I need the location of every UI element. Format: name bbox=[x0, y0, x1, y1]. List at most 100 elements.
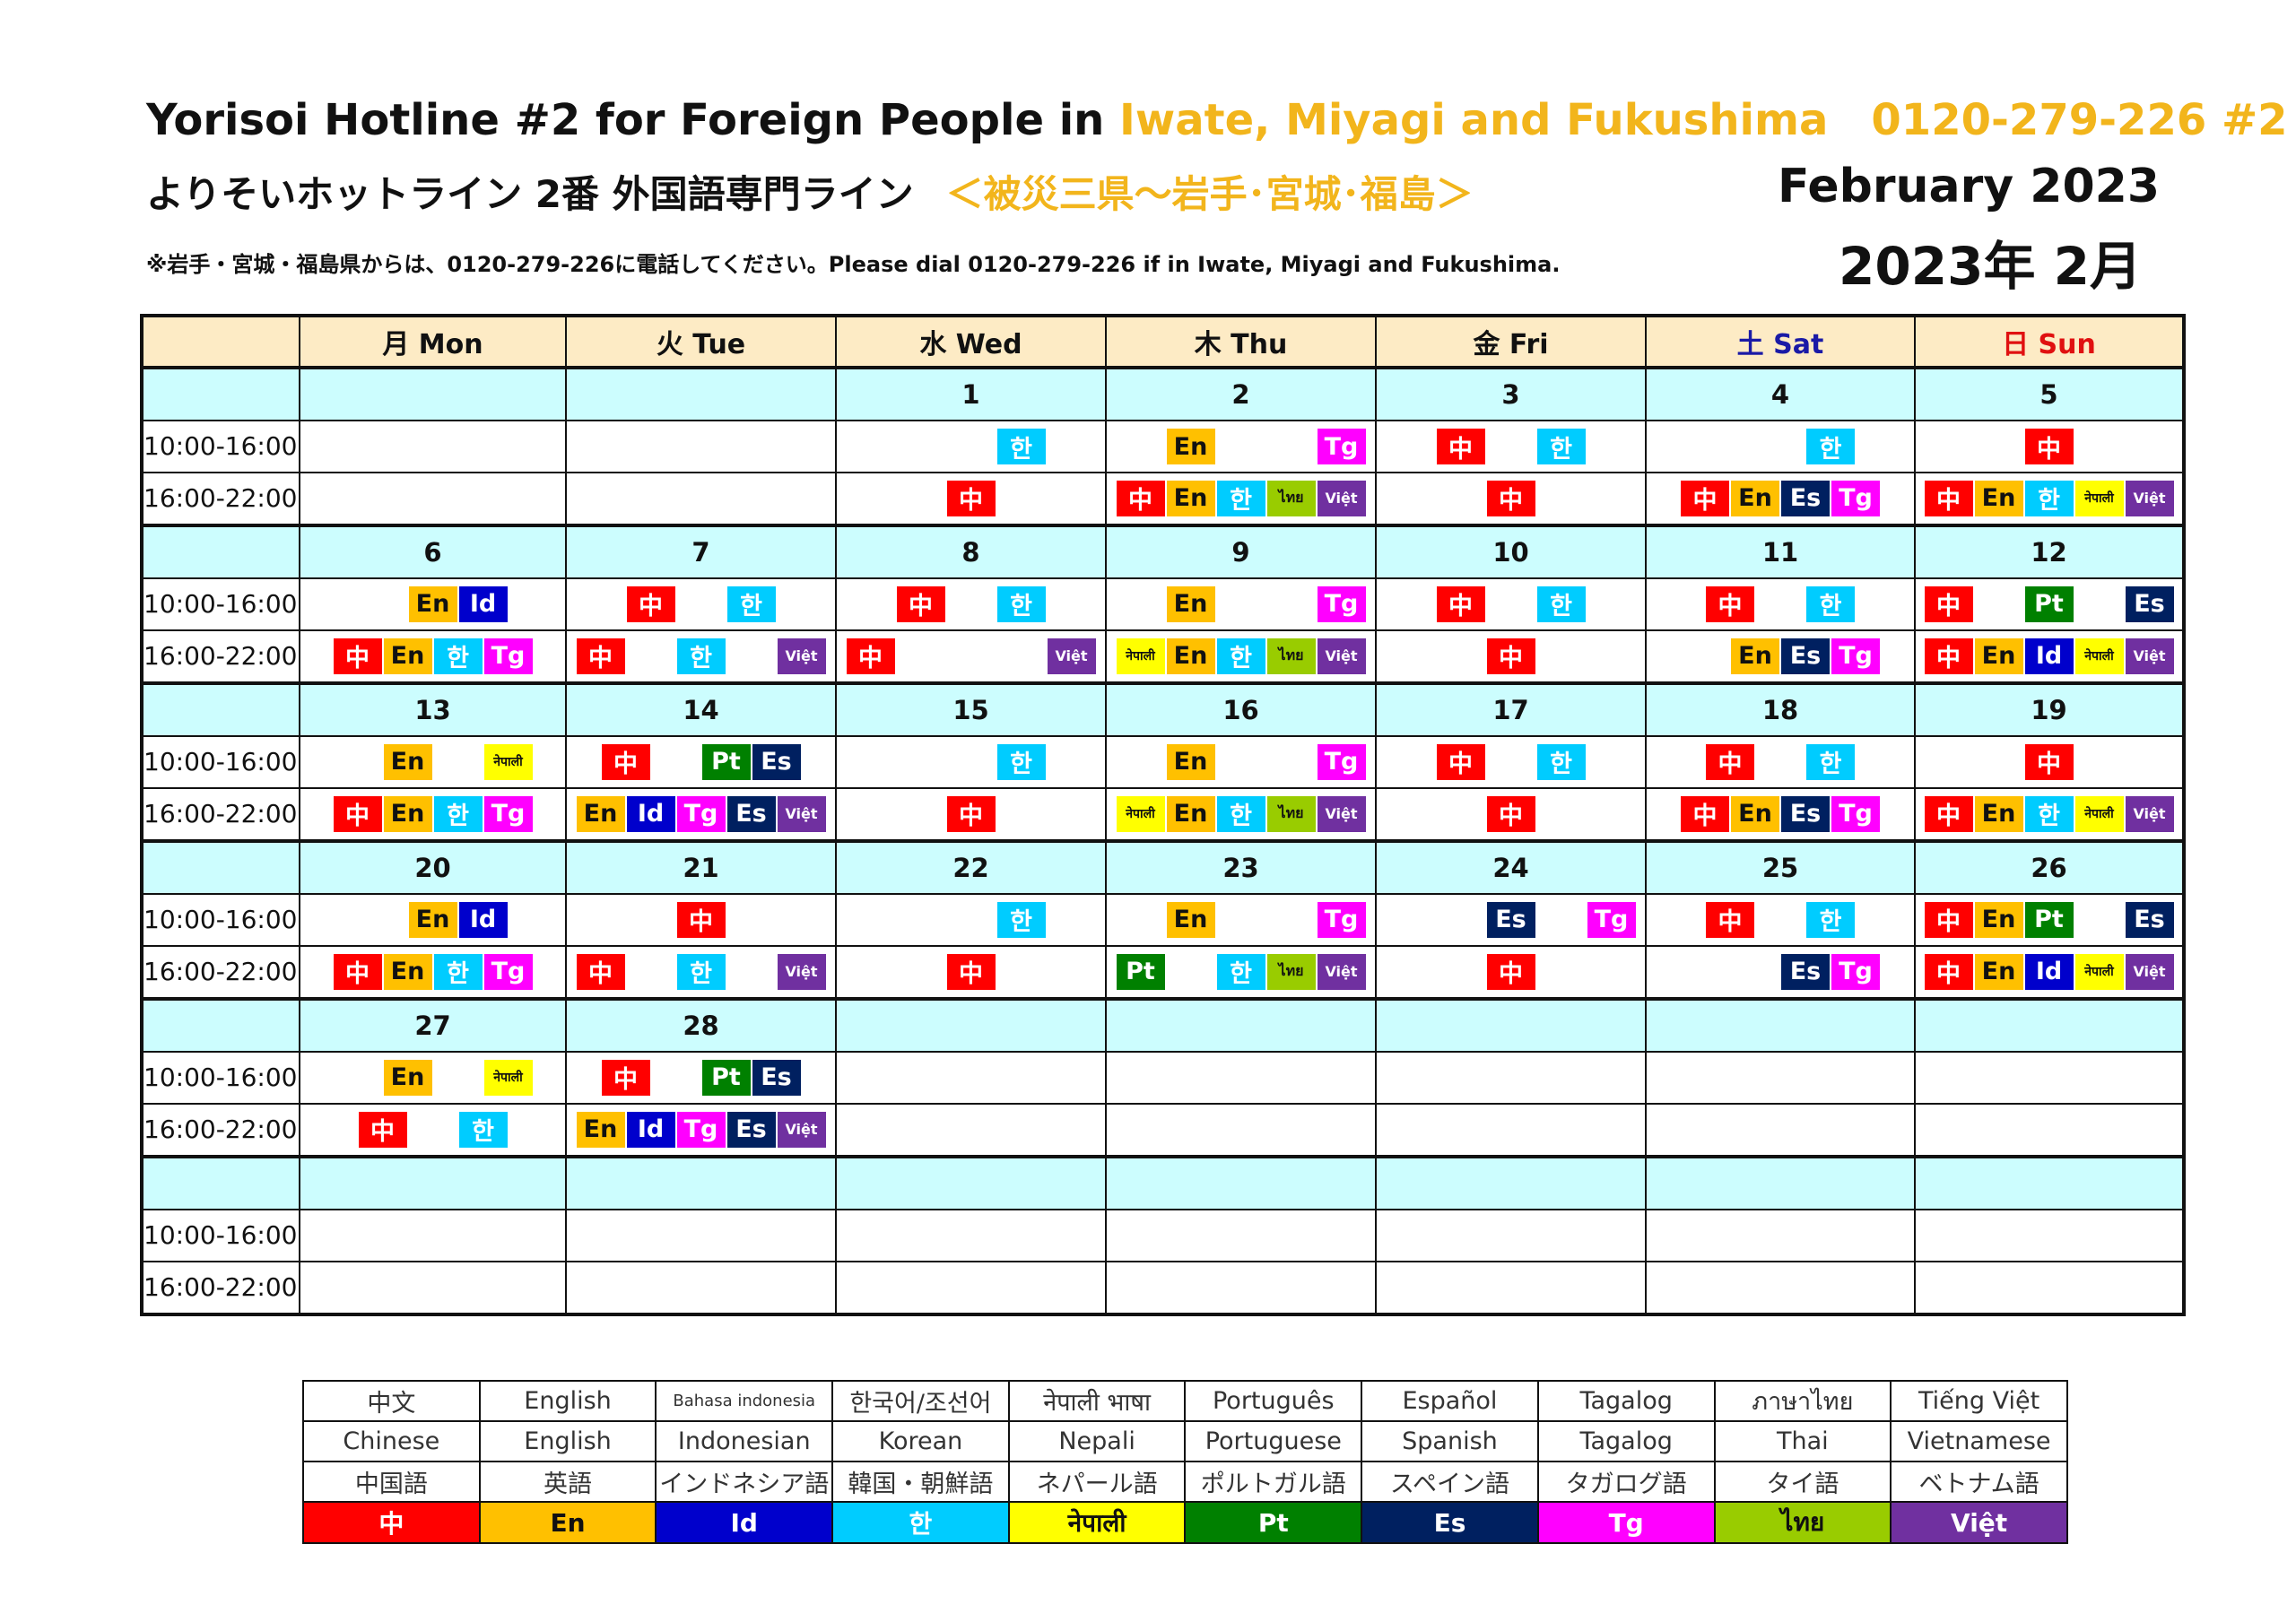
chip-spacer bbox=[334, 1060, 382, 1096]
language-chip-zh: 中 bbox=[1436, 429, 1485, 464]
language-chip-zh: 中 bbox=[601, 1059, 650, 1096]
language-chips: 中 한 Việt bbox=[568, 953, 834, 990]
title-main: Yorisoi Hotline #2 for Foreign People in bbox=[146, 95, 1120, 145]
language-chips bbox=[838, 1270, 1104, 1305]
language-chip-zh: 中 bbox=[946, 795, 996, 832]
schedule-cell bbox=[1105, 1260, 1377, 1316]
language-chips: Es Tg bbox=[1648, 953, 1913, 990]
language-chips: 中 En 한 ไทย Việt bbox=[1108, 480, 1374, 516]
day-number-thu: 23 bbox=[1105, 838, 1377, 895]
language-chip-tg: Tg bbox=[1317, 901, 1366, 938]
language-chip-ko: 한 bbox=[1806, 429, 1855, 464]
weekday-sat: 土 Sat bbox=[1645, 315, 1916, 369]
day-number-mon: 6 bbox=[299, 523, 567, 579]
legend-row-english: Chinese English Indonesian Korean Nepali Port… bbox=[302, 1420, 2068, 1462]
language-chips: En Tg bbox=[1108, 743, 1374, 780]
language-chips: 한 bbox=[838, 901, 1104, 938]
chip-spacer bbox=[1487, 429, 1535, 464]
chip-spacer bbox=[1167, 954, 1215, 990]
schedule-cell bbox=[565, 1208, 837, 1262]
language-chips: En Tg bbox=[1108, 429, 1374, 464]
language-chips: 中 bbox=[1378, 953, 1644, 990]
chip-spacer bbox=[1217, 744, 1265, 780]
language-chip-th: ไทย bbox=[1266, 480, 1316, 516]
chip-spacer bbox=[1117, 586, 1165, 622]
chip-spacer bbox=[727, 954, 776, 990]
schedule-cell: नेपाली En 한 ไทย Việt bbox=[1105, 629, 1377, 684]
chip-spacer bbox=[947, 744, 996, 780]
language-chip-ko: 한 bbox=[996, 585, 1046, 622]
language-chip-tg: Tg bbox=[1831, 953, 1880, 990]
schedule-cell: 中 Pt Es bbox=[565, 1050, 837, 1105]
language-chip-vi: Việt bbox=[2125, 953, 2174, 990]
language-chip-en: En bbox=[576, 1111, 625, 1148]
language-chip-ko: 한 bbox=[433, 638, 483, 674]
language-chips: 中 En 한 Tg bbox=[301, 638, 564, 674]
language-chip-en: En bbox=[408, 585, 457, 622]
language-chip-en: En bbox=[383, 638, 432, 674]
language-chip-en: En bbox=[1974, 795, 2023, 832]
legend-cell: タイ語 bbox=[1713, 1461, 1892, 1503]
language-chip-vi: Việt bbox=[777, 795, 826, 832]
schedule-cell: 中 bbox=[1914, 734, 2185, 789]
language-chip-en: En bbox=[1166, 743, 1215, 780]
language-chips: 中 En Pt Es bbox=[1917, 901, 2182, 938]
legend-cell: 韓国・朝鮮語 bbox=[831, 1461, 1010, 1503]
language-chip-zh: 中 bbox=[1924, 795, 1973, 832]
language-chip-th: ไทย bbox=[1266, 638, 1316, 674]
day-number-fri: 10 bbox=[1375, 523, 1647, 579]
legend-code-tg: Tg bbox=[1536, 1501, 1716, 1544]
slot-row: 16:00-22:00 中 한 En Id Tg Es Việt bbox=[141, 1102, 2185, 1158]
chip-spacer bbox=[652, 744, 700, 780]
language-chips: 中 bbox=[838, 480, 1104, 516]
slot-row: 10:00-16:00 En Id 中 한 中 한 En Tg 中 한 中 한 中 Pt Es bbox=[141, 577, 2185, 631]
language-chip-zh: 中 bbox=[2024, 743, 2074, 780]
schedule-cell: En नेपाली bbox=[299, 1050, 567, 1105]
chip-spacer bbox=[947, 429, 996, 464]
language-chip-ko: 한 bbox=[1216, 953, 1265, 990]
language-chips bbox=[568, 481, 834, 516]
language-chip-en: En bbox=[1974, 901, 2023, 938]
schedule-cell: 中 En Es Tg bbox=[1645, 786, 1916, 842]
day-number-sat: 4 bbox=[1645, 366, 1916, 421]
schedule-cell bbox=[1645, 1260, 1916, 1316]
language-chip-zh: 中 bbox=[1436, 743, 1485, 780]
language-legend: 中文 English Bahasa indonesia 한국어/조선어 नेपाली भ… bbox=[302, 1380, 2068, 1544]
language-chip-zh: 中 bbox=[946, 953, 996, 990]
schedule-cell: 中 Pt Es bbox=[1914, 577, 2185, 631]
slot-row: 10:00-16:00 En नेपाली 中 Pt Es bbox=[141, 1050, 2185, 1105]
chip-spacer bbox=[897, 902, 945, 938]
language-chips: 中 bbox=[838, 795, 1104, 832]
calendar-body: 1 2 3 4 5 10:00-16:00 한 En Tg 中 한 한 中 16:00-22:00 中中 En… bbox=[141, 366, 2185, 1316]
language-chip-tg: Tg bbox=[1317, 429, 1366, 464]
language-chips bbox=[1378, 1218, 1644, 1253]
legend-cell: Chinese bbox=[302, 1420, 481, 1462]
week-day-row: 20 21 22 23 24 25 26 bbox=[141, 838, 2185, 895]
language-chips bbox=[1378, 1060, 1644, 1096]
chip-spacer bbox=[1117, 429, 1165, 464]
day-number-sun: 19 bbox=[1914, 681, 2185, 737]
chip-spacer bbox=[1267, 902, 1316, 938]
slot-row: 16:00-22:00 bbox=[141, 1260, 2185, 1316]
schedule-cell bbox=[1914, 1102, 2185, 1158]
day-number-thu: 2 bbox=[1105, 366, 1377, 421]
schedule-cell: En Tg bbox=[1105, 420, 1377, 473]
language-chip-ko: 한 bbox=[676, 638, 726, 674]
schedule-cell: 中 En 한 Tg bbox=[299, 629, 567, 684]
slot-row: 16:00-22:00 中 En 한 Tg 中 한 Việt 中 Pt 한 ไทย Việt 中 Es Tg 中… bbox=[141, 944, 2185, 1000]
language-chip-ne: नेपाली bbox=[2074, 953, 2124, 990]
language-chip-zh: 中 bbox=[1116, 480, 1165, 516]
slot-row: 16:00-22:00 中 En 한 Tg 中 한 Việt 中 Việt नेपाली En 한 ไทย… bbox=[141, 629, 2185, 684]
language-chip-tg: Tg bbox=[676, 795, 726, 832]
time-slot-label: 16:00-22:00 bbox=[141, 1260, 300, 1316]
day-number-fri bbox=[1375, 1154, 1647, 1210]
legend-code-pt: Pt bbox=[1184, 1501, 1363, 1544]
language-chips: 한 bbox=[838, 743, 1104, 780]
legend-cell: ベトナム語 bbox=[1890, 1461, 2068, 1503]
